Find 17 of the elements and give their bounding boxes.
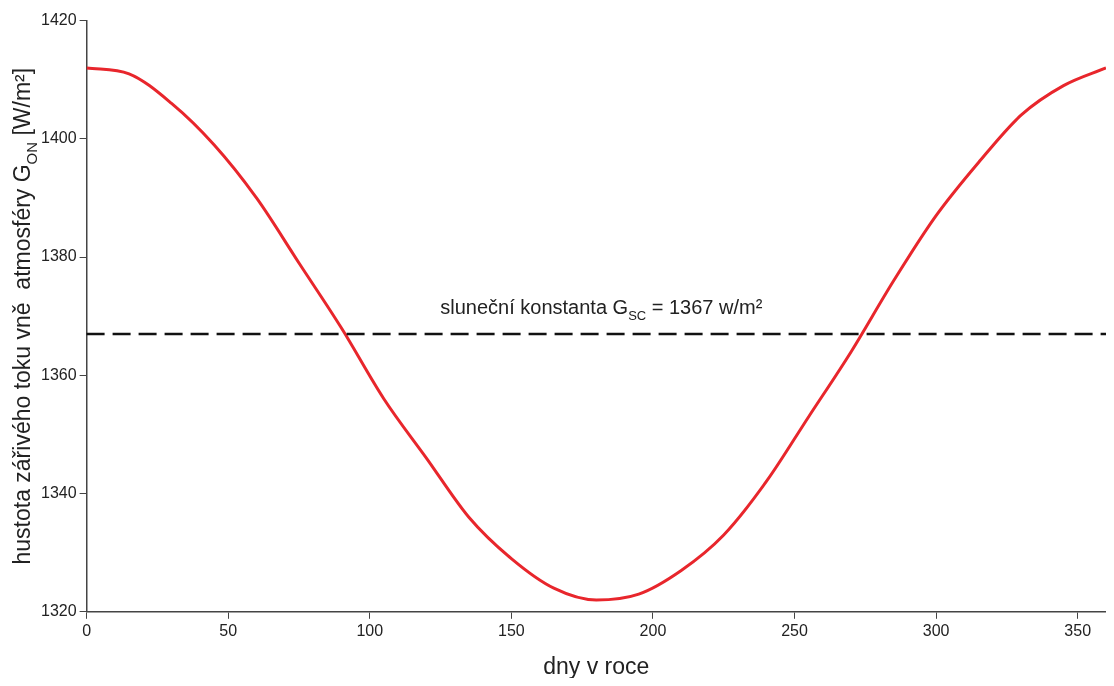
x-axis-title: dny v roce bbox=[543, 653, 650, 679]
line-series bbox=[86, 66, 1106, 602]
y-tick-label: 1420 bbox=[41, 11, 77, 29]
x-tick-label: 0 bbox=[82, 621, 92, 639]
y-tick-label: 1360 bbox=[41, 365, 77, 383]
y-tick-label: 1320 bbox=[41, 602, 77, 620]
x-tick-label: 100 bbox=[356, 621, 384, 639]
y-tick-label: 1380 bbox=[41, 247, 77, 265]
x-tick-label: 200 bbox=[639, 621, 667, 639]
y-tick-label: 1400 bbox=[41, 129, 77, 147]
x-tick-label: 350 bbox=[1064, 621, 1092, 639]
x-tick-label: 250 bbox=[781, 621, 808, 639]
x-tick-label: 300 bbox=[922, 621, 950, 639]
x-tick-label: 150 bbox=[497, 621, 525, 639]
x-tick-label: 50 bbox=[219, 621, 238, 639]
y-tick-label: 1340 bbox=[41, 483, 77, 501]
y-axis-title: hustota zářivého toku vně atmosféry GON [W/m²] bbox=[9, 67, 40, 565]
